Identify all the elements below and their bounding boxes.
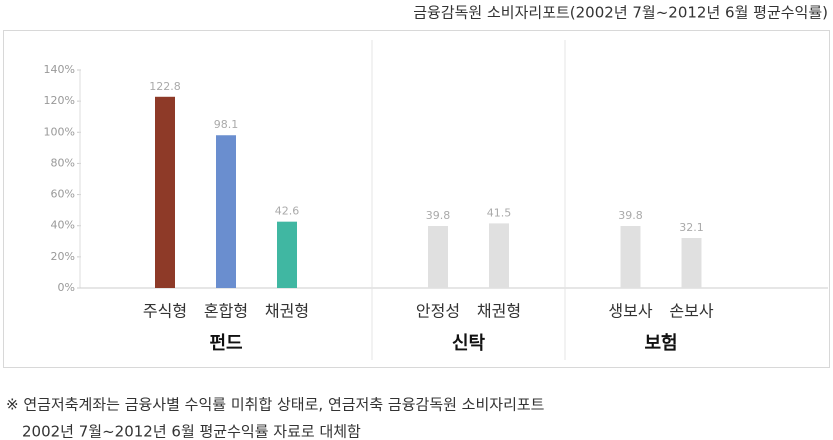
footnote: 2002년 7월~2012년 6월 평균수익률 자료로 대체함 <box>22 423 361 440</box>
bar <box>277 221 297 288</box>
value-label: 122.8 <box>149 80 181 93</box>
value-label: 98.1 <box>214 118 239 131</box>
bar <box>681 238 702 288</box>
x-tick-label: 손보사 <box>669 302 713 321</box>
y-tick-label: 20% <box>51 250 75 263</box>
group-label: 보험 <box>644 332 677 354</box>
bar <box>155 96 175 288</box>
x-tick-label: 안정성 <box>416 302 460 321</box>
bar <box>620 226 641 288</box>
x-tick-label: 채권형 <box>477 302 521 321</box>
x-tick-label: 혼합형 <box>204 302 248 321</box>
value-label: 32.1 <box>679 221 704 234</box>
x-tick-label: 채권형 <box>265 302 309 321</box>
y-tick-label: 120% <box>44 94 75 107</box>
x-tick-label: 생보사 <box>608 302 652 321</box>
y-tick-label: 140% <box>44 63 75 76</box>
footnote: ※ 연금저축계좌는 금융사별 수익률 미취합 상태로, 연금저축 금융감독원 소… <box>6 396 545 414</box>
group-label: 신탁 <box>452 333 486 354</box>
x-tick-label: 주식형 <box>143 302 187 321</box>
source: 금융감독원 소비자리포트(2002년 7월~2012년 6월 평균수익률) <box>413 4 828 22</box>
y-tick-label: 100% <box>44 125 75 138</box>
group-label: 펀드 <box>209 333 242 354</box>
bar <box>216 135 236 288</box>
value-label: 39.8 <box>618 209 643 222</box>
y-tick-label: 80% <box>51 156 75 169</box>
value-label: 42.6 <box>275 205 300 218</box>
y-tick-label: 40% <box>51 219 75 232</box>
bar <box>489 223 509 288</box>
bar <box>428 226 448 288</box>
value-label: 39.8 <box>426 209 451 222</box>
y-tick-label: 60% <box>51 188 75 201</box>
chart-frame <box>3 30 830 368</box>
value-label: 41.5 <box>487 206 512 219</box>
y-tick-label: 0% <box>58 281 75 294</box>
